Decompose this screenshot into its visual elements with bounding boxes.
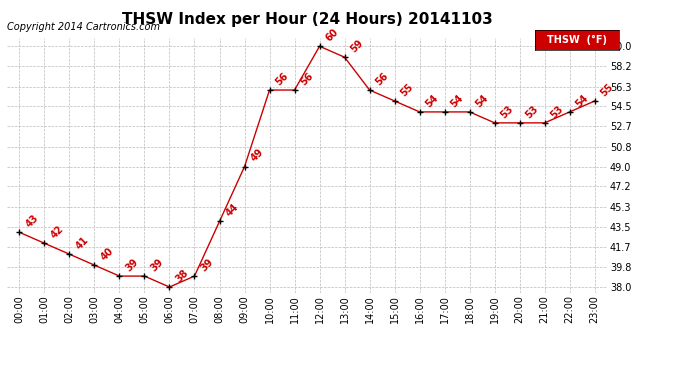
- Text: 53: 53: [524, 104, 540, 120]
- Text: 49: 49: [248, 147, 265, 164]
- Text: 56: 56: [274, 70, 290, 87]
- Text: 39: 39: [124, 257, 140, 273]
- Text: 43: 43: [23, 213, 40, 230]
- Text: 54: 54: [474, 93, 491, 109]
- Text: 54: 54: [574, 93, 591, 109]
- Text: 53: 53: [499, 104, 515, 120]
- Text: 55: 55: [599, 82, 615, 98]
- Text: 59: 59: [348, 38, 365, 54]
- Text: 54: 54: [424, 93, 440, 109]
- Text: 53: 53: [549, 104, 565, 120]
- Text: Copyright 2014 Cartronics.com: Copyright 2014 Cartronics.com: [7, 22, 160, 32]
- Title: THSW Index per Hour (24 Hours) 20141103: THSW Index per Hour (24 Hours) 20141103: [121, 12, 493, 27]
- Text: 44: 44: [224, 202, 240, 219]
- Text: 60: 60: [324, 27, 340, 44]
- Text: 40: 40: [99, 246, 115, 262]
- Text: 56: 56: [299, 70, 315, 87]
- Text: 39: 39: [199, 257, 215, 273]
- Text: 38: 38: [174, 267, 190, 284]
- Text: 54: 54: [448, 93, 465, 109]
- Text: 41: 41: [74, 235, 90, 251]
- Text: 55: 55: [399, 82, 415, 98]
- Text: 42: 42: [48, 224, 65, 240]
- Text: 39: 39: [148, 257, 165, 273]
- Text: 56: 56: [374, 70, 391, 87]
